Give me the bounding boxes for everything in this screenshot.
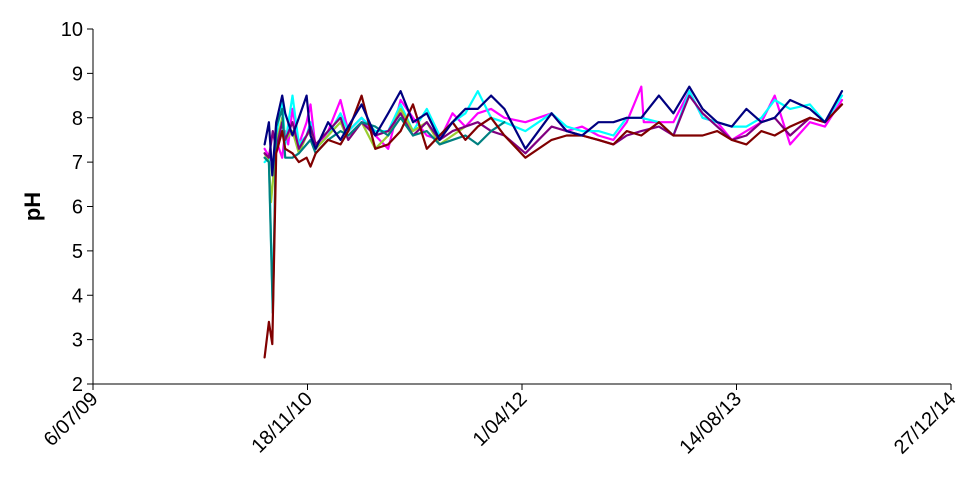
plot-background xyxy=(93,29,951,384)
y-tick-label: 5 xyxy=(72,241,83,263)
y-tick-label: 2 xyxy=(72,374,83,396)
y-tick-label: 3 xyxy=(72,330,83,352)
y-tick-label: 8 xyxy=(72,108,83,130)
y-tick-label: 7 xyxy=(72,152,83,174)
y-tick-label: 4 xyxy=(72,285,83,307)
series-line-1 xyxy=(263,85,844,164)
series-line-7 xyxy=(263,85,844,177)
plot-area xyxy=(93,29,951,384)
series-line-6 xyxy=(263,94,844,359)
y-tick-label: 6 xyxy=(72,197,83,219)
axes-layer xyxy=(87,28,952,390)
x-tick-label: 18/11/10 xyxy=(247,388,317,458)
series-layer xyxy=(263,85,844,359)
x-tick-label: 14/08/13 xyxy=(675,388,746,459)
series-line-4 xyxy=(263,94,844,159)
y-tick-label: 10 xyxy=(61,19,83,41)
y-tick-label: 9 xyxy=(72,63,83,85)
x-tick-label: 1/04/12 xyxy=(469,388,532,451)
x-tick-label: 6/07/09 xyxy=(40,388,103,451)
x-tick-label: 27/12/14 xyxy=(890,388,961,459)
y-axis-title: pH xyxy=(20,192,45,221)
